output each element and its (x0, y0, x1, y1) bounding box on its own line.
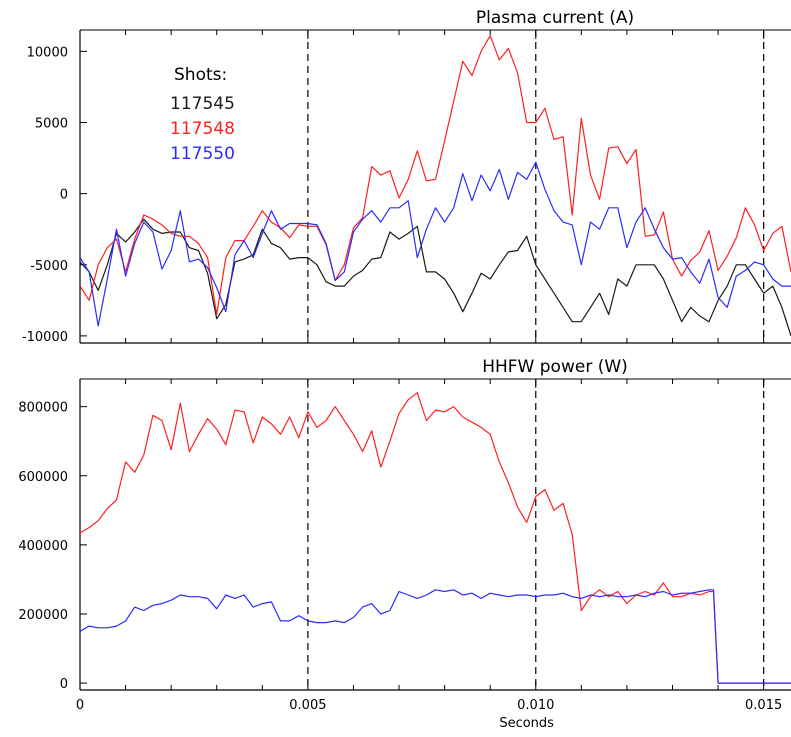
x-tick-label: 0.015 (745, 698, 782, 713)
y-tick-label: 0 (60, 677, 68, 692)
y-tick-label: 400000 (18, 539, 68, 554)
series-line-117550 (80, 161, 791, 327)
y-tick-label: 200000 (18, 608, 68, 623)
legend-entry-117545: 117545 (170, 94, 235, 114)
chart-title: HHFW power (W) (482, 357, 628, 377)
series-line-117545 (80, 218, 791, 337)
x-tick-label: 0.005 (289, 698, 326, 713)
legend: Shots: 117545 117548 117550 (170, 65, 235, 164)
y-tick-label: 5000 (35, 116, 68, 131)
series-line-117550 (80, 589, 791, 684)
chart-panel-2: HHFW power (W) 0 200000 400000 600000 800000 0… (18, 357, 791, 731)
y-tick-label: 10000 (27, 45, 68, 60)
x-tick-label: 0 (76, 698, 84, 713)
x-tick-label: 0.010 (517, 698, 554, 713)
chart-title: Plasma current (A) (476, 8, 634, 28)
legend-entry-117550: 117550 (170, 144, 235, 164)
y-tick-label: 600000 (18, 470, 68, 485)
x-axis-label: Seconds (499, 716, 554, 731)
y-tick-label: 800000 (18, 401, 68, 416)
legend-title: Shots: (174, 65, 227, 85)
y-tick-label: 0 (60, 188, 68, 203)
y-tick-label: -10000 (22, 330, 68, 345)
legend-entry-117548: 117548 (170, 119, 235, 139)
y-tick-label: -5000 (30, 259, 68, 274)
series-line-117548 (80, 392, 791, 684)
chart-panel-1: Plasma current (A) -10000 -5000 0 5000 10000 S… (22, 8, 791, 345)
